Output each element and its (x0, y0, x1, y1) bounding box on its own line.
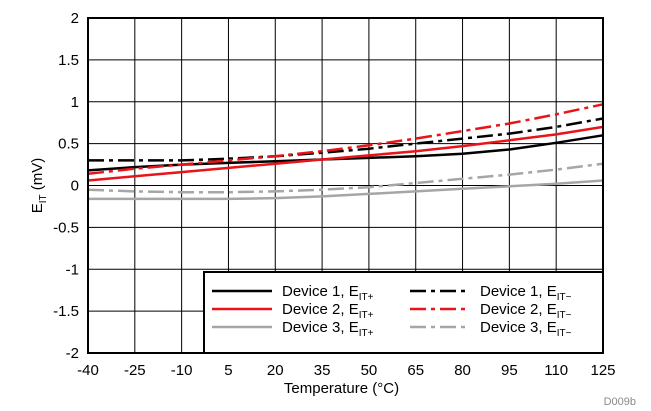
x-tick-label: 5 (224, 362, 232, 379)
y-axis-title: EIT (mV) (29, 158, 49, 214)
y-tick-label: 0.5 (58, 136, 79, 153)
y-tick-label: 1 (71, 94, 79, 111)
y-axis-title-sub: IT (38, 194, 49, 203)
y-tick-label: -1 (66, 261, 79, 278)
x-axis-title: Temperature (°C) (284, 380, 399, 397)
y-axis-title-main: E (29, 203, 46, 213)
x-axis-ticks: -40 -25 -10 5 20 35 50 65 80 95 110 125 (77, 362, 615, 379)
x-tick-label: -25 (124, 362, 146, 379)
y-tick-label: 0 (71, 178, 79, 195)
legend: Device 1, EIT+ Device 1, EIT−Device 2, EI… (204, 272, 603, 353)
y-tick-label: 1.5 (58, 52, 79, 69)
x-tick-label: 35 (314, 362, 331, 379)
x-tick-label: 65 (407, 362, 424, 379)
y-tick-label: -1.5 (53, 303, 79, 320)
x-tick-label: -10 (171, 362, 193, 379)
x-tick-label: 110 (544, 362, 568, 379)
y-tick-label: -2 (66, 345, 79, 362)
series-line (88, 127, 603, 181)
series-line (88, 135, 603, 170)
x-tick-label: 95 (501, 362, 518, 379)
series-line (88, 181, 603, 199)
figure-id: D009b (604, 396, 636, 408)
x-tick-label: 80 (454, 362, 471, 379)
x-tick-label: -40 (77, 362, 99, 379)
y-axis-title-unit: (mV) (29, 158, 46, 195)
series-line (88, 164, 603, 193)
series-lines (88, 104, 603, 199)
y-tick-label: 2 (71, 10, 79, 27)
y-tick-label: -0.5 (53, 219, 79, 236)
x-tick-label: 50 (361, 362, 378, 379)
x-tick-label: 125 (590, 362, 615, 379)
y-axis-ticks: 2 1.5 1 0.5 0 -0.5 -1 -1.5 -2 (53, 10, 79, 362)
x-tick-label: 20 (267, 362, 284, 379)
